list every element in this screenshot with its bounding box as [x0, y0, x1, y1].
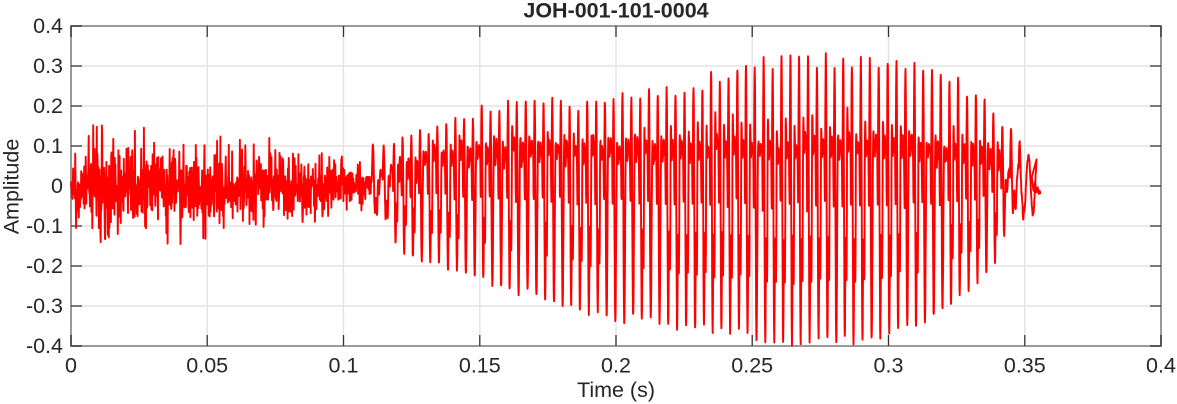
- svg-text:0.3: 0.3: [874, 353, 904, 377]
- svg-text:Amplitude: Amplitude: [0, 139, 24, 235]
- svg-text:Time (s): Time (s): [577, 378, 655, 402]
- svg-text:-0.3: -0.3: [26, 294, 63, 318]
- svg-text:0.3: 0.3: [33, 54, 63, 78]
- svg-text:0.2: 0.2: [33, 94, 63, 118]
- svg-text:-0.4: -0.4: [26, 334, 63, 358]
- svg-text:0.4: 0.4: [1146, 353, 1176, 377]
- svg-text:0.15: 0.15: [459, 353, 501, 377]
- svg-text:0.1: 0.1: [33, 134, 63, 158]
- svg-text:0.25: 0.25: [731, 353, 773, 377]
- svg-text:-0.2: -0.2: [26, 254, 63, 278]
- svg-text:0: 0: [51, 174, 63, 198]
- svg-text:0.35: 0.35: [1004, 353, 1046, 377]
- svg-text:-0.1: -0.1: [26, 214, 63, 238]
- svg-text:0.4: 0.4: [33, 14, 63, 38]
- svg-text:0.05: 0.05: [186, 353, 228, 377]
- svg-text:JOH-001-101-0004: JOH-001-101-0004: [523, 0, 708, 23]
- svg-text:0.1: 0.1: [329, 353, 359, 377]
- svg-text:0: 0: [65, 353, 77, 377]
- svg-text:0.2: 0.2: [601, 353, 631, 377]
